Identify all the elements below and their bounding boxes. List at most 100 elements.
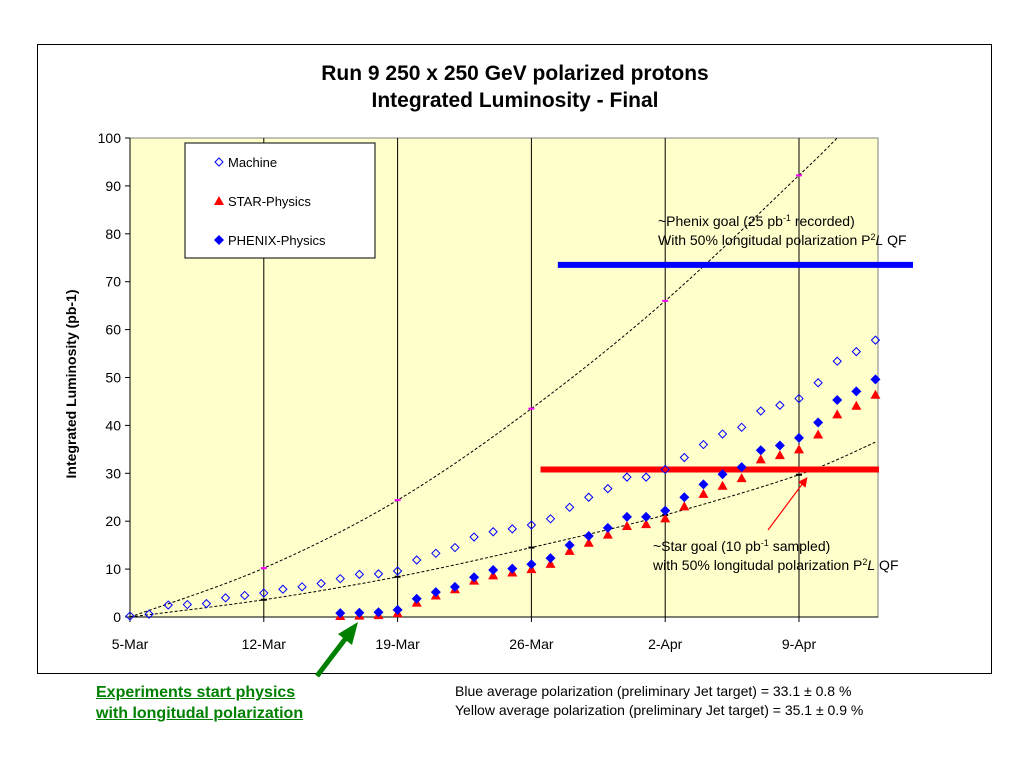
star-physics-point [851, 400, 862, 410]
legend: Machine STAR-Physics PHENIX-Physics [184, 142, 376, 259]
machine-point [584, 492, 594, 502]
star-physics-point [717, 480, 728, 490]
machine-point [469, 532, 479, 542]
annotation-arrows [315, 477, 808, 678]
machine-point [373, 569, 384, 579]
machine-point [163, 600, 173, 610]
machine-point [316, 578, 326, 589]
machine-point [641, 472, 651, 482]
machine-point [622, 472, 632, 482]
star-physics-point [621, 520, 632, 530]
star-goal-arrow [767, 477, 808, 531]
experiments-note-line2: with longitudal polarization [96, 705, 304, 722]
star_goal-line1_post: sampled) [769, 538, 830, 554]
machine-point [431, 548, 441, 559]
star-physics-point [641, 519, 652, 529]
phenix-physics-point [335, 608, 346, 619]
experiments-arrow-shaft [315, 632, 351, 678]
star_goal-line2_post: QF [875, 557, 898, 573]
phenix-physics-point [507, 563, 518, 574]
machine-point [297, 582, 307, 592]
machine-point [488, 527, 498, 537]
phenix-physics-point [660, 505, 671, 516]
star_goal-line2_sup: 2 [862, 557, 867, 567]
goal-lines [540, 261, 913, 473]
phenix_goal-line2_pre: With 50% longitudal polarization P [658, 232, 870, 248]
legend-marker-machine [214, 157, 224, 167]
machine-point [278, 584, 288, 594]
goal-annotations: ~Phenix goal (25 pb-1 recorded) With 50% … [652, 213, 907, 573]
machine-point [220, 593, 231, 603]
machine-point [392, 566, 403, 576]
star-physics-point [832, 409, 843, 419]
star-physics-point [870, 389, 881, 399]
phenix-physics-point [411, 593, 422, 604]
blue-polarization: Blue average polarization (preliminary J… [455, 683, 852, 699]
y-axis-label: Integrated Luminosity (pb-1) [63, 290, 79, 479]
star-physics-point [583, 537, 594, 547]
phenix-physics-point [449, 581, 460, 592]
machine-point [813, 378, 823, 388]
phenix-physics-point [755, 445, 766, 456]
legend-label: STAR-Physics [228, 194, 311, 209]
star-physics-point [794, 444, 804, 454]
phenix_goal-line1: ~Phenix goal (25 pb-1 recorded) [658, 213, 855, 229]
experiments-arrow-head [338, 622, 358, 645]
machine-point [201, 598, 212, 609]
phenix-physics-point [794, 432, 804, 443]
phenix-physics-point [813, 417, 824, 428]
machine-point [564, 502, 575, 513]
machine-point [125, 611, 135, 621]
phenix-physics-point [469, 572, 480, 583]
phenix_goal-line1_post: recorded) [791, 213, 855, 229]
phenix-physics-point [583, 531, 594, 542]
chart-title-line1: Run 9 250 x 250 GeV polarized protons [321, 62, 708, 85]
star-physics-point [660, 513, 671, 523]
star-physics-point [755, 454, 766, 464]
star-physics-point [545, 558, 556, 568]
machine-point [660, 464, 670, 475]
chart-frame [37, 44, 992, 674]
phenix_goal-line2_sup: 2 [870, 232, 875, 242]
yellow-polarization: Yellow average polarization (preliminary… [455, 702, 864, 718]
star_goal-line2: with 50% longitudal polarization P2L QF [652, 557, 899, 573]
phenix-physics-point [430, 587, 441, 598]
machine-point [182, 599, 193, 610]
machine-point [717, 429, 728, 439]
machine-point [239, 590, 250, 601]
y-tick-label: 10 [105, 561, 121, 577]
star_goal-line2_italic: L [867, 557, 875, 573]
phenix_goal-line2_italic: L [875, 232, 883, 248]
phenix-physics-point [621, 511, 632, 522]
phenix-physics-point [870, 374, 881, 385]
axes: 0 10 20 30 40 50 60 70 80 90 100 5-Mar 12-Mar 19-Mar 2… [98, 130, 878, 652]
machine-point [870, 335, 881, 345]
machine-point [775, 400, 785, 410]
phenix-physics-point [488, 565, 499, 576]
machine-point [832, 356, 842, 366]
experiments-start-note: Experiments start physics with longituda… [96, 682, 303, 724]
machine-point [412, 555, 422, 565]
y-tick-label: 40 [105, 417, 121, 433]
star-physics-point [813, 429, 824, 439]
machine-point [450, 542, 460, 553]
machine-point [259, 588, 269, 598]
legend-marker-star [214, 196, 224, 205]
machine-point [354, 569, 365, 580]
star_goal-line2_pre: with 50% longitudal polarization P [652, 557, 862, 573]
phenix-physics-point [679, 492, 690, 503]
y-tick-label: 100 [98, 130, 122, 146]
x-tick-label: 19-Mar [375, 636, 420, 652]
star-physics-point [698, 488, 709, 498]
phenix-physics-point [736, 462, 747, 473]
machine-point [603, 483, 613, 494]
star_goal-line1_sup: -1 [761, 538, 769, 548]
y-tick-label: 0 [113, 609, 121, 625]
y-tick-label: 70 [105, 274, 121, 290]
machine-point [545, 514, 556, 524]
star-physics-point [602, 529, 613, 539]
machine-point [144, 609, 154, 619]
star-physics-point [679, 501, 690, 511]
phenix_goal-line2: With 50% longitudal polarization P2L QF [658, 232, 907, 248]
y-tick-label: 30 [105, 465, 121, 481]
